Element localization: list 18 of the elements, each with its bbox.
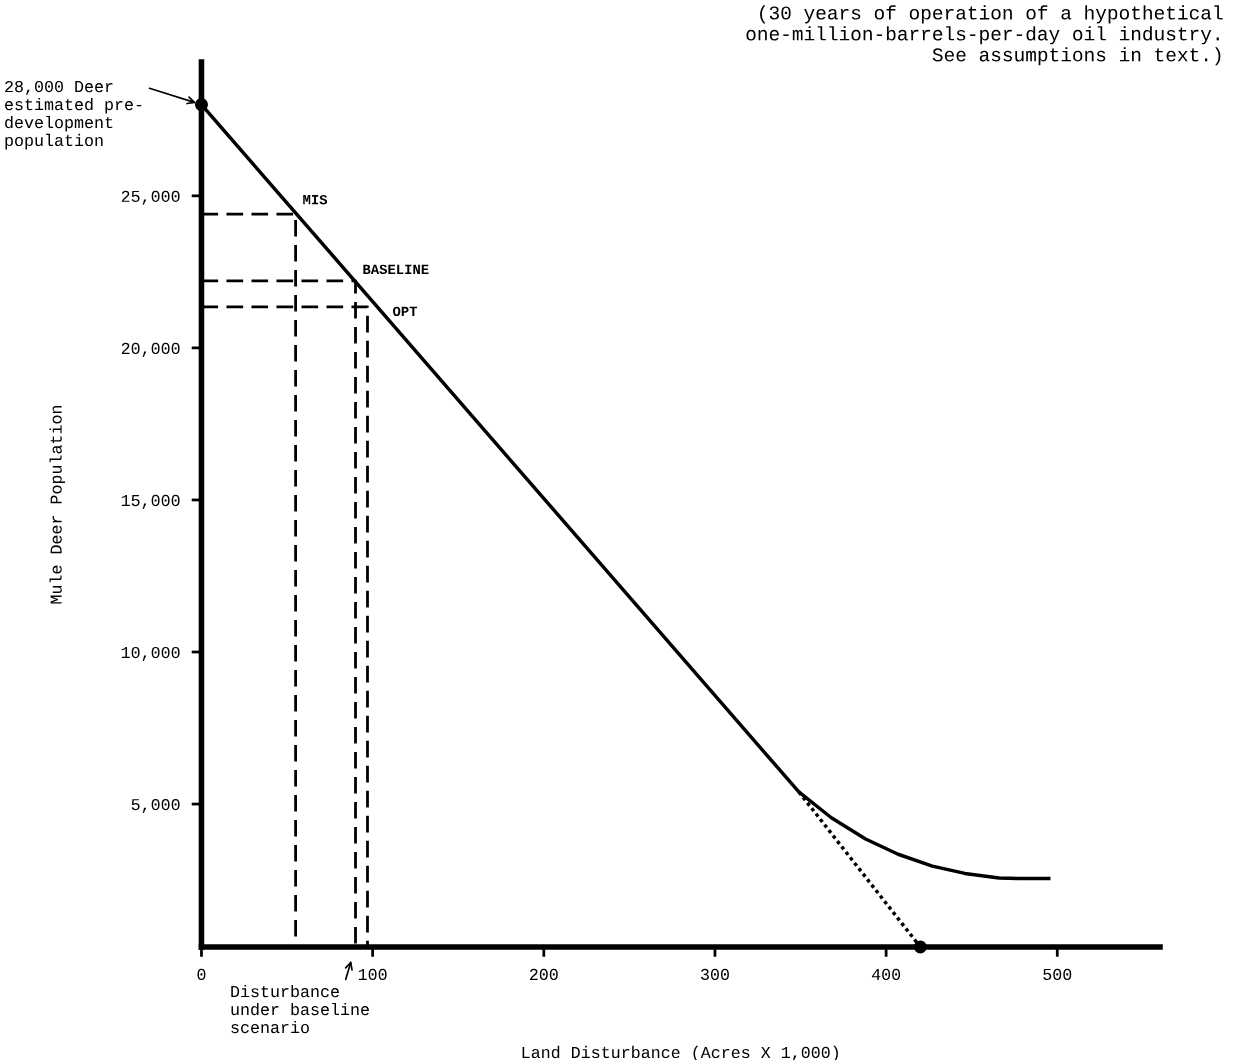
text: Disturbance under baseline scenario: [231, 985, 369, 1034]
y-tick-label: 5,000: [131, 798, 180, 814]
x-tick-label: 400: [871, 968, 901, 981]
y-tick-label: 10,000: [121, 646, 180, 661]
annotation: 28,000 Deer estimated pre- development population: [5, 80, 142, 150]
annotation: OPT: [392, 306, 418, 317]
y-axis-title: Mule Deer Population: [49, 405, 66, 604]
x-tick-label: 200: [529, 968, 558, 981]
x-tick-label: 300: [701, 968, 729, 981]
annotation: MIS: [303, 194, 328, 205]
x-tick-label: 100: [358, 968, 387, 981]
annotation: (30 years of operation of a hypothetical one-million-barrels-per-day oil industry. See assumptions in text.): [746, 5, 1223, 66]
y-tick-label: 20,000: [121, 342, 180, 357]
y-tick-label: 15,000: [121, 494, 180, 509]
x-tick-label: 0: [197, 968, 206, 981]
y-tick-label: 25,000: [121, 190, 180, 205]
annotation: BASELINE: [363, 264, 429, 275]
x-tick-label: 500: [1043, 968, 1072, 981]
